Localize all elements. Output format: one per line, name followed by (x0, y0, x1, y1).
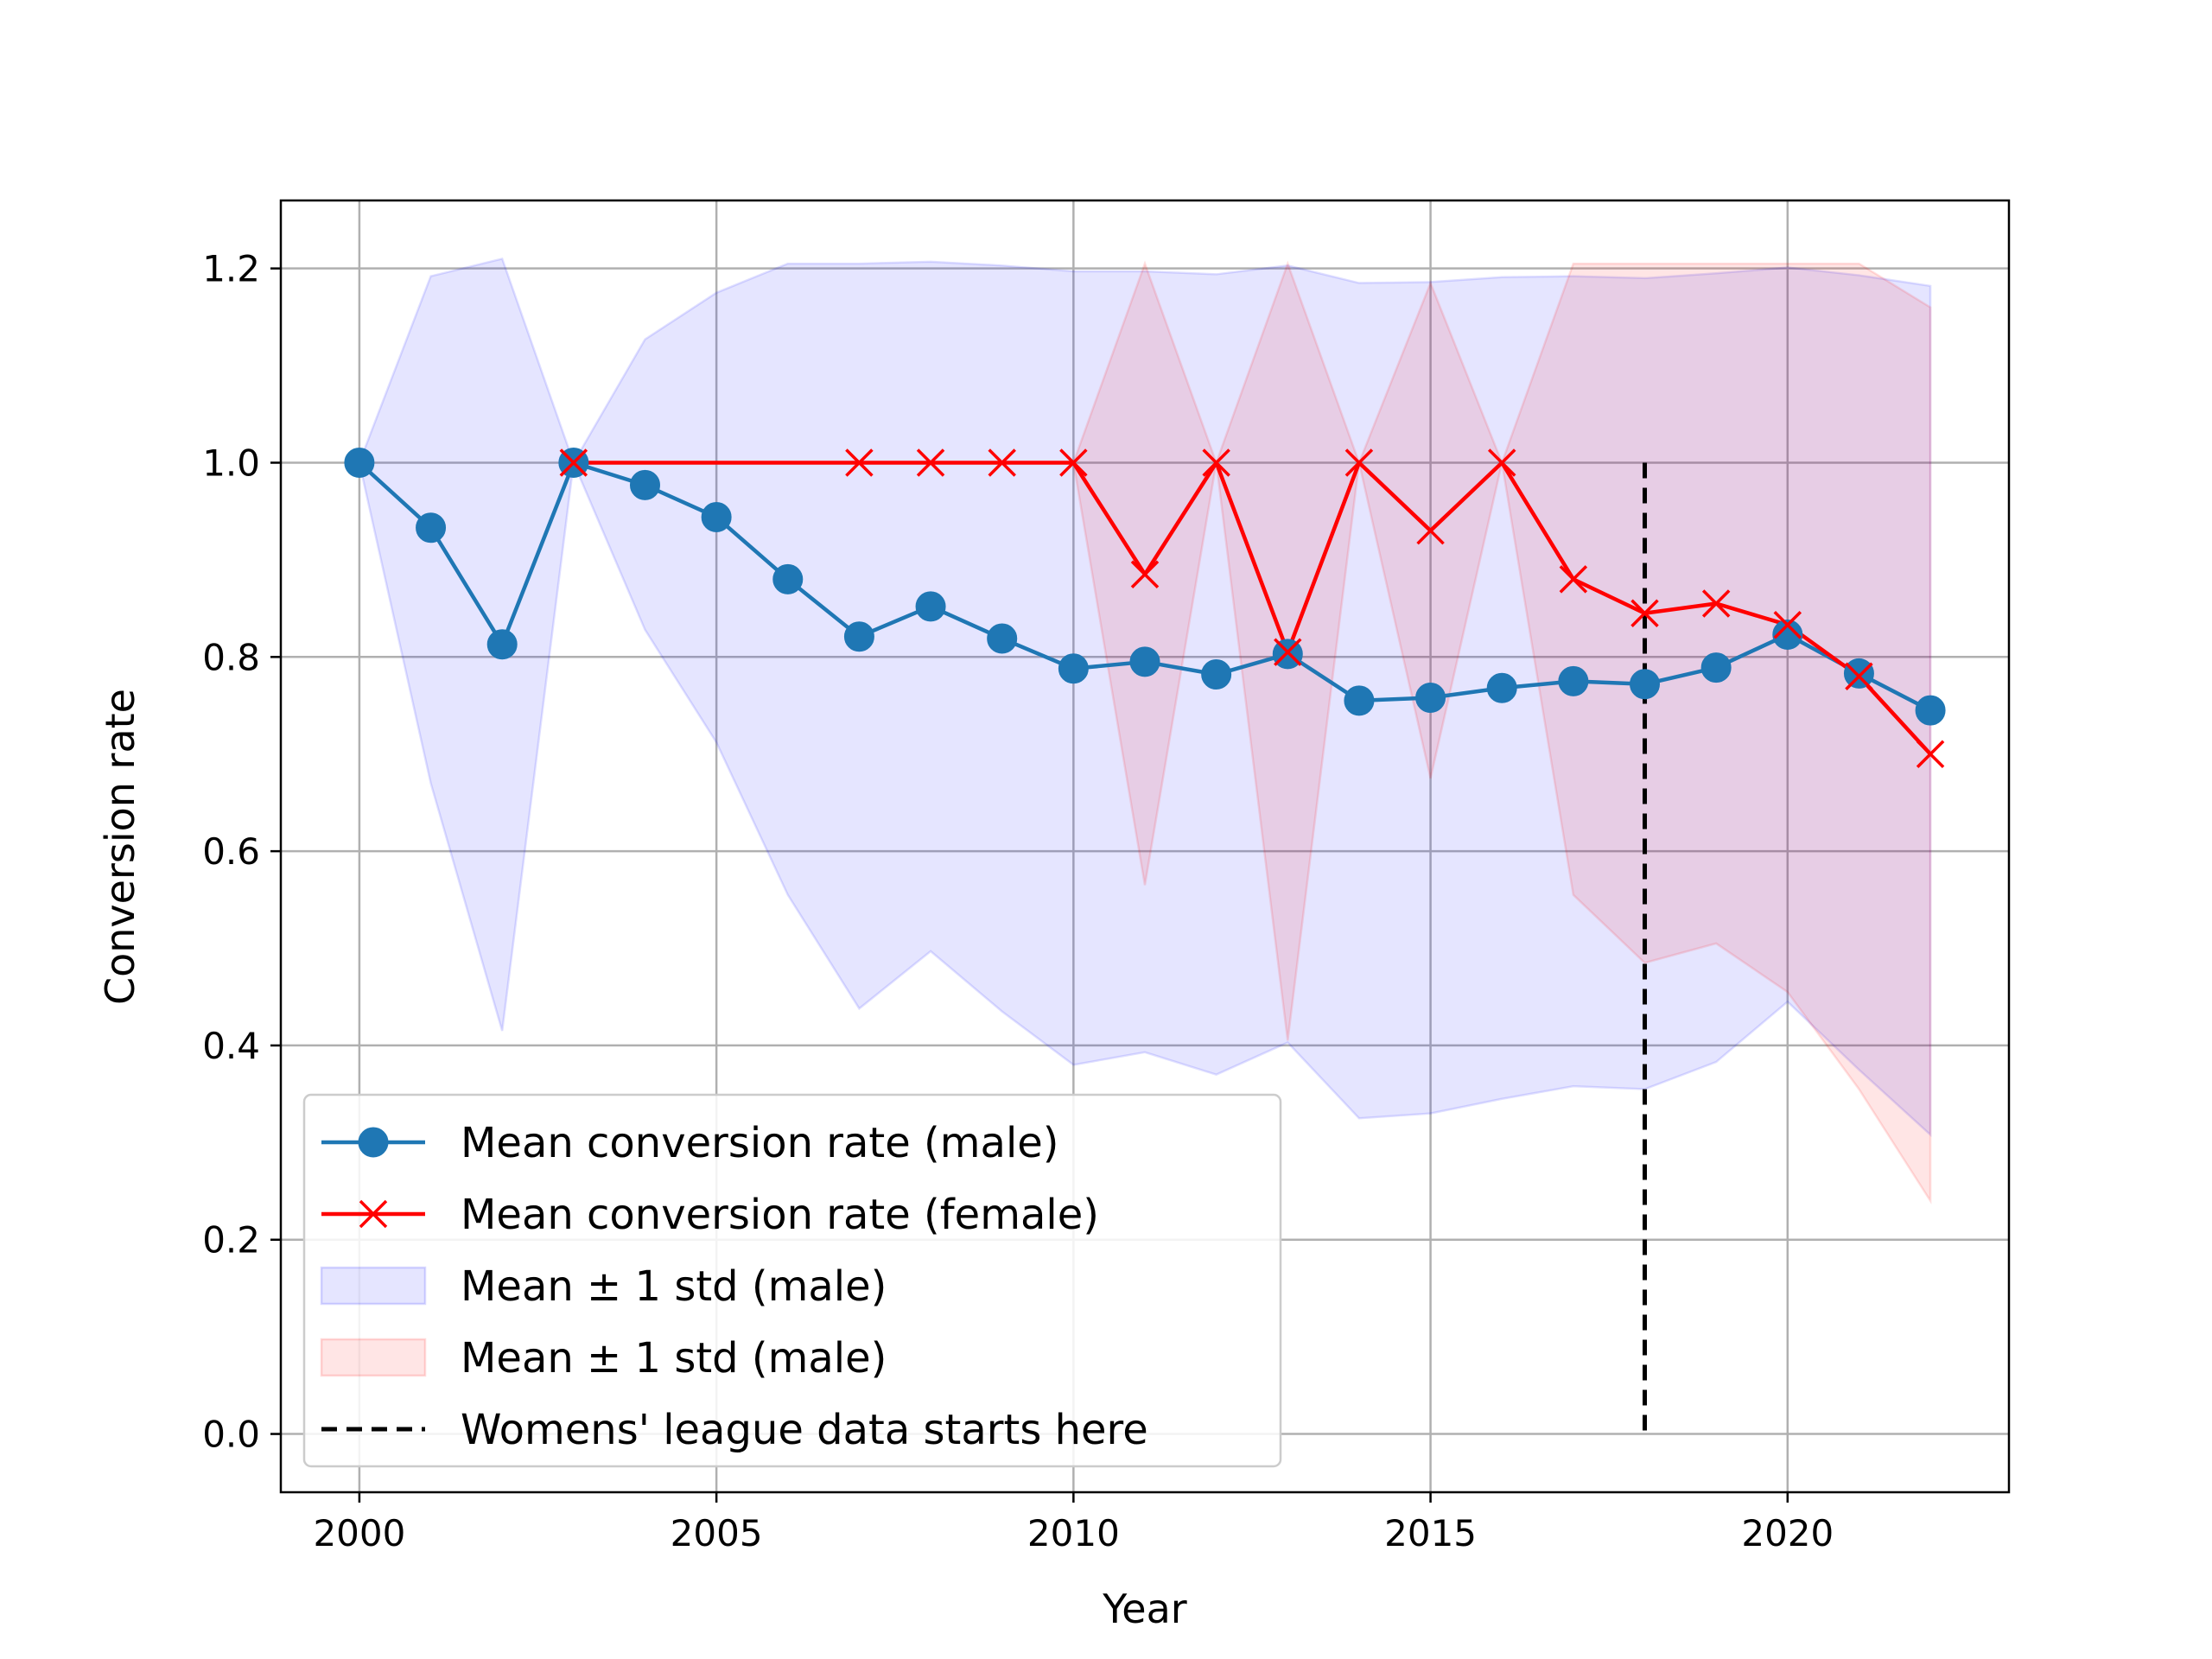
male-data-point (1201, 659, 1232, 690)
x-axis-label: Year (1102, 1586, 1186, 1632)
male-data-point (1915, 695, 1946, 726)
male-data-point (1772, 619, 1803, 650)
axis-labels: Year Conversion rate (97, 689, 1187, 1632)
legend-frame (302, 1093, 1282, 1468)
male-data-point (915, 591, 946, 622)
x-tick-label: 2010 (1027, 1512, 1120, 1554)
axes-frame (279, 199, 2011, 1494)
female-data-point (559, 448, 588, 477)
female-data-point (1630, 599, 1659, 627)
female-data-point (916, 448, 945, 477)
y-tick-label: 0.2 (202, 1219, 260, 1262)
ticks: 2000 2005 2010 2015 2020 0.0 0.2 0.4 0.6 0.8 1.0 1.… (202, 248, 1834, 1554)
male-data-point (987, 623, 1018, 654)
legend-label: Womens' league data starts here (461, 1406, 1148, 1454)
legend-band-swatch (320, 1338, 427, 1377)
legend-label: Mean ± 1 std (male) (461, 1262, 887, 1311)
male-data-point (1344, 685, 1375, 716)
legend-marker-x (359, 1199, 388, 1229)
legend-label: Mean ± 1 std (male) (461, 1334, 887, 1382)
female-data-point (1845, 662, 1873, 691)
male-data-point (1415, 683, 1446, 714)
female-data-point (845, 448, 874, 477)
y-axis-label: Conversion rate (97, 689, 143, 1005)
x-tick-label: 2020 (1741, 1512, 1834, 1554)
legend-entries: Mean conversion rate (male) Mean conversi… (320, 1119, 1148, 1454)
y-tick-label: 0.8 (202, 636, 260, 678)
female-data-point (1773, 610, 1802, 639)
male-data-point (416, 512, 447, 543)
male-data-point (1129, 646, 1160, 677)
female-data-point (1130, 560, 1160, 589)
male-data-point (1700, 652, 1732, 683)
y-tick-label: 0.0 (202, 1414, 260, 1456)
female-data-point (1487, 448, 1516, 477)
male-data-point (1486, 672, 1517, 703)
female-data-point (1059, 448, 1088, 477)
x-tick-label: 2000 (313, 1512, 405, 1554)
male-data-point (344, 447, 375, 478)
y-tick-label: 1.0 (202, 442, 260, 484)
legend-label: Mean conversion rate (female) (461, 1191, 1099, 1239)
male-data-point (772, 563, 804, 594)
legend-label: Mean conversion rate (male) (461, 1119, 1059, 1167)
x-tick-label: 2005 (671, 1512, 763, 1554)
female-data-point (1916, 740, 1945, 768)
female-data-point (1416, 516, 1445, 545)
male-data-point (701, 501, 732, 532)
male-data-point (1843, 658, 1874, 689)
female-data-point (1701, 589, 1731, 618)
y-tick-label: 1.2 (202, 248, 260, 290)
x-tick-label: 2015 (1384, 1512, 1477, 1554)
male-data-point (1558, 665, 1589, 696)
series-markers (344, 447, 1946, 768)
male-data-point (843, 621, 874, 652)
legend: Mean conversion rate (male) Mean conversi… (302, 1093, 1282, 1468)
male-data-point (1058, 653, 1089, 684)
female-data-point (988, 448, 1016, 477)
legend-band-swatch (320, 1266, 427, 1306)
y-tick-label: 0.6 (202, 830, 260, 873)
y-tick-label: 0.4 (202, 1025, 260, 1067)
female-data-point (1344, 448, 1374, 477)
female-data-point (1274, 638, 1302, 666)
male-data-point (1630, 669, 1661, 700)
legend-marker-circle (358, 1127, 389, 1158)
male-data-point (486, 629, 518, 660)
female-data-point (1202, 448, 1230, 477)
male-data-point (629, 469, 660, 500)
female-data-point (1559, 565, 1588, 594)
